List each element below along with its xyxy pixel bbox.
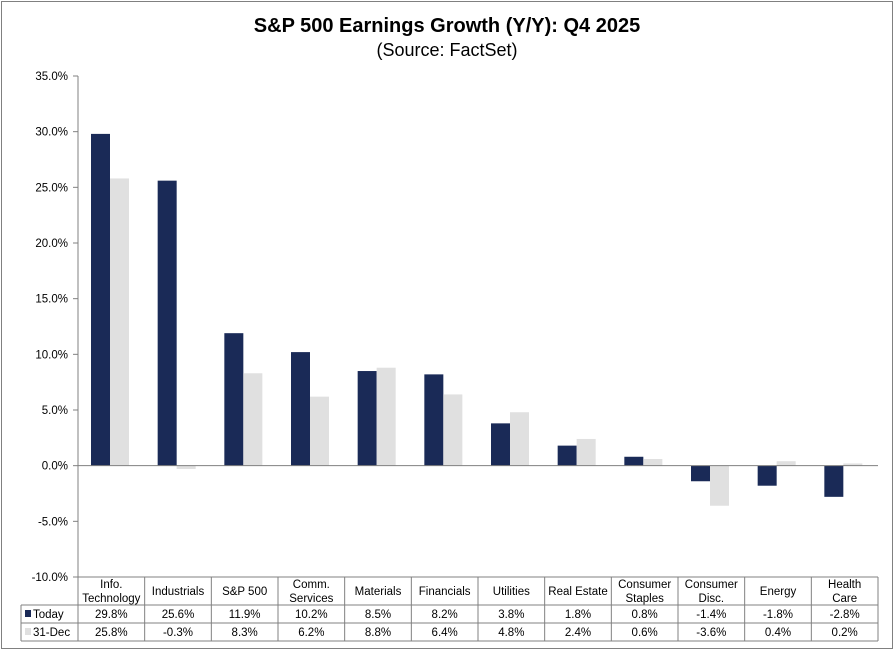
category-label: Technology <box>82 593 140 605</box>
category-label: Energy <box>760 586 797 598</box>
bar-31-dec-2 <box>243 373 263 466</box>
table-value: 6.4% <box>432 627 458 639</box>
bar-today-0 <box>91 133 110 466</box>
bar-31-dec-0 <box>110 178 129 466</box>
y-tick-label: 20.0% <box>35 238 68 250</box>
bar-today-10 <box>757 465 777 486</box>
bar-31-dec-7 <box>576 438 596 466</box>
bar-31-dec-5 <box>443 394 463 466</box>
bar-31-dec-8 <box>643 458 663 466</box>
category-label: Industrials <box>152 586 205 598</box>
bar-today-2 <box>224 333 244 466</box>
bar-31-dec-6 <box>510 412 529 466</box>
bar-today-11 <box>824 465 844 497</box>
table-value: 8.3% <box>232 627 258 639</box>
table-value: 3.8% <box>498 609 524 621</box>
table-value: 8.5% <box>365 609 391 621</box>
category-label: Materials <box>355 586 402 598</box>
table-value: -0.3% <box>163 627 193 639</box>
y-tick-label: 25.0% <box>35 182 68 194</box>
table-value: 10.2% <box>295 609 328 621</box>
table-value: 25.8% <box>95 627 128 639</box>
bar-today-3 <box>291 352 310 466</box>
bar-31-dec-3 <box>310 396 329 466</box>
table-value: 0.4% <box>765 627 791 639</box>
bar-31-dec-1 <box>176 465 196 470</box>
table-value: 6.2% <box>298 627 324 639</box>
bar-today-8 <box>624 456 644 466</box>
legend-label: Today <box>33 609 64 621</box>
legend-label: 31-Dec <box>33 627 70 639</box>
bar-today-4 <box>357 371 377 466</box>
category-label: Comm. <box>293 579 330 591</box>
y-tick-label: 10.0% <box>35 349 68 361</box>
category-label: Consumer <box>685 579 738 591</box>
table-value: -1.4% <box>696 609 726 621</box>
category-label: S&P 500 <box>222 586 267 598</box>
table-value: -3.6% <box>696 627 726 639</box>
chart-title: S&P 500 Earnings Growth (Y/Y): Q4 2025 <box>254 15 640 37</box>
table-value: 1.8% <box>565 609 591 621</box>
table-value: 25.6% <box>162 609 195 621</box>
y-tick-label: 30.0% <box>35 127 68 139</box>
category-label: Financials <box>419 586 471 598</box>
y-tick-label: -5.0% <box>38 516 68 528</box>
table-value: 4.8% <box>498 627 524 639</box>
table-value: 11.9% <box>229 609 261 621</box>
table-value: 2.4% <box>565 627 591 639</box>
bar-31-dec-11 <box>843 463 863 466</box>
table-value: -1.8% <box>763 609 793 621</box>
table-value: 8.2% <box>432 609 458 621</box>
bar-31-dec-9 <box>710 465 729 506</box>
category-label: Consumer <box>618 579 671 591</box>
category-label: Care <box>832 593 857 605</box>
bar-today-6 <box>491 423 510 466</box>
table-value: 0.2% <box>832 627 858 639</box>
y-tick-label: -10.0% <box>32 572 68 584</box>
table-value: 0.8% <box>632 609 658 621</box>
category-label: Services <box>289 593 333 605</box>
category-label: Real Estate <box>548 586 607 598</box>
bar-31-dec-4 <box>376 367 396 466</box>
table-value: 29.8% <box>95 609 128 621</box>
category-label: Disc. <box>699 593 725 605</box>
y-tick-label: 0.0% <box>42 461 68 473</box>
table-value: -2.8% <box>830 609 860 621</box>
bar-today-5 <box>424 374 444 466</box>
table-value: 0.6% <box>632 627 658 639</box>
chart-subtitle: (Source: FactSet) <box>376 40 517 60</box>
y-tick-label: 35.0% <box>35 71 68 83</box>
bar-today-7 <box>557 445 577 466</box>
y-tick-label: 15.0% <box>35 294 68 306</box>
bar-today-1 <box>157 180 177 466</box>
category-label: Info. <box>100 579 122 591</box>
category-label: Staples <box>625 593 664 605</box>
legend-key-today <box>25 610 31 617</box>
y-tick-label: 5.0% <box>42 405 68 417</box>
table-value: 8.8% <box>365 627 391 639</box>
legend-key-31-dec <box>25 628 31 635</box>
bar-today-9 <box>691 465 710 482</box>
category-label: Utilities <box>493 586 530 598</box>
category-label: Health <box>828 579 861 591</box>
bar-31-dec-10 <box>776 461 796 466</box>
